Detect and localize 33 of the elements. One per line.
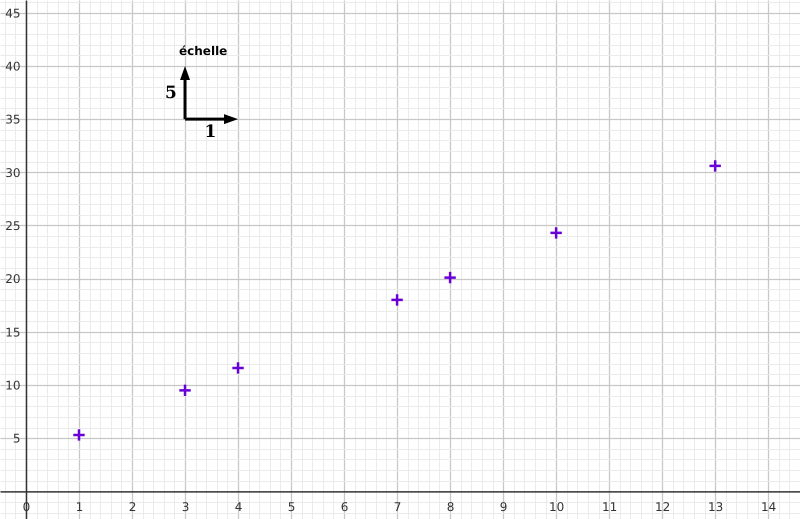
point: [178, 383, 192, 398]
y-tick-label: 30: [5, 166, 20, 180]
annotation: 1: [204, 122, 216, 142]
x-tick-label: 5: [288, 500, 296, 514]
point: [708, 158, 722, 173]
x-tick-label: 2: [128, 500, 136, 514]
x-tick-label: 10: [548, 500, 564, 514]
point: [231, 361, 245, 375]
y-tick-label: 5: [12, 432, 20, 446]
x-tick-label: 3: [182, 500, 190, 514]
point: [443, 270, 458, 285]
x-tick-label: 6: [340, 500, 348, 514]
annotation: 5: [165, 82, 177, 103]
x-tick-label: 12: [655, 500, 670, 514]
point: [390, 292, 404, 307]
x-tick-label: 13: [708, 500, 724, 514]
y-tick-label: 35: [5, 112, 20, 127]
x-tick-label: 4: [234, 500, 242, 514]
point: [72, 428, 86, 442]
y-tick-label: 15: [5, 325, 20, 340]
y-tick-label: 25: [5, 218, 20, 233]
point: [549, 226, 564, 240]
x-tick-label: 9: [500, 500, 508, 514]
x-tick-label: 7: [394, 500, 402, 514]
y-tick-label: 10: [5, 378, 20, 392]
x-tick-label: 14: [761, 500, 776, 514]
annotation: échelle: [179, 44, 228, 58]
x-tick-label: 1: [76, 500, 84, 514]
y-tick-label: 40: [5, 59, 20, 74]
x-tick-label: 11: [602, 500, 618, 514]
y-tick-label: 45: [5, 6, 20, 20]
y-tick-label: 20: [5, 272, 20, 286]
x-tick-label: 8: [446, 500, 454, 514]
